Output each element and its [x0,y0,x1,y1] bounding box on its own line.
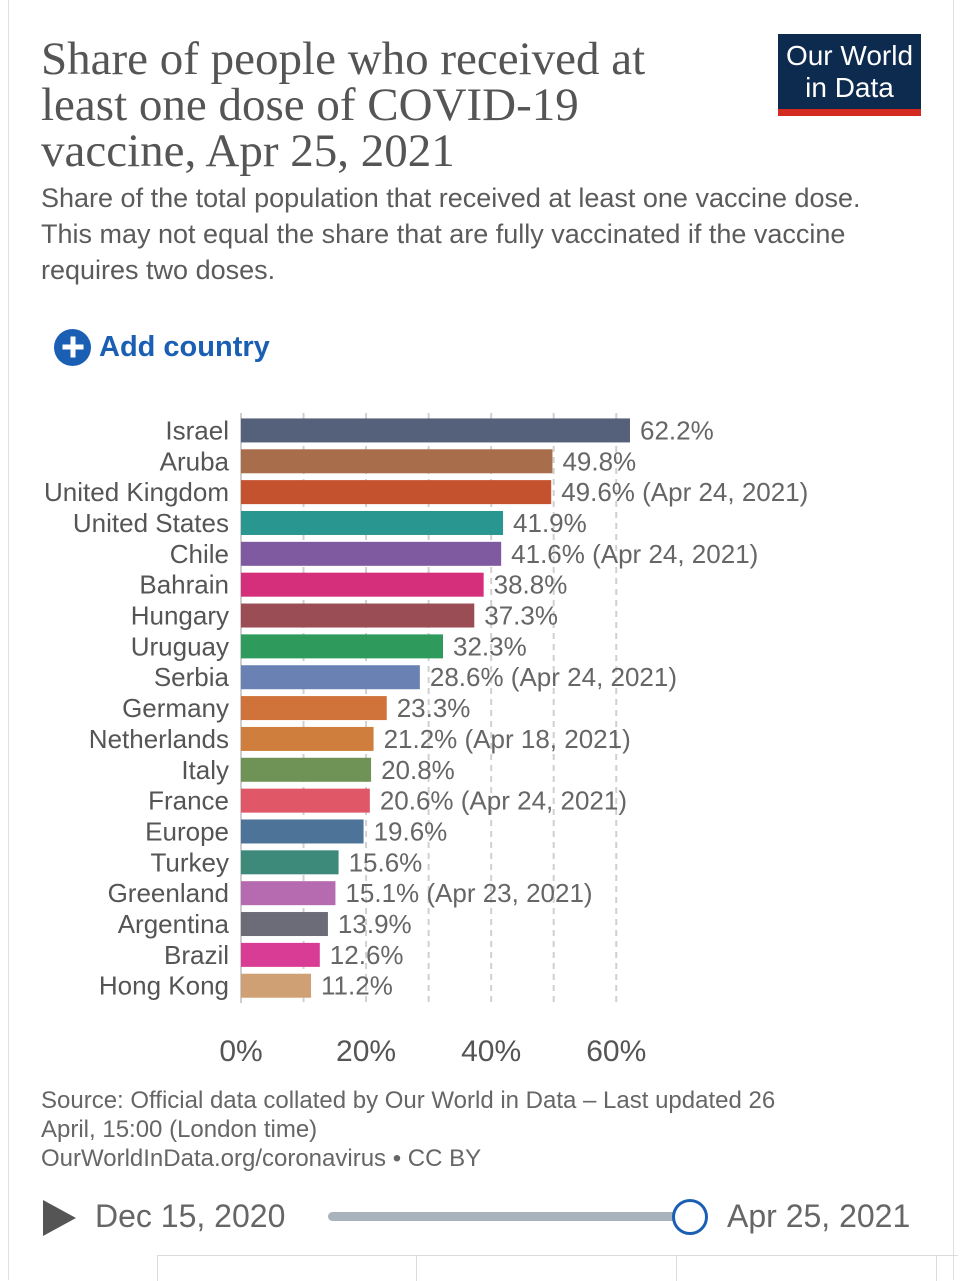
bar[interactable] [241,510,504,535]
value-label: 21.2% (Apr 18, 2021) [384,724,631,754]
timeline-handle[interactable] [672,1199,708,1235]
value-label: 20.6% (Apr 24, 2021) [380,786,627,816]
category-label: Greenland [108,878,229,908]
value-label: 20.8% [381,755,455,785]
bar[interactable] [241,541,502,566]
bar[interactable] [241,973,312,998]
category-label: France [148,786,229,816]
value-label: 41.9% [513,508,587,538]
value-label: 11.2% [321,971,393,1001]
bars: Israel 62.2% Aruba 49.8% United Kingdom 49.6%… [44,415,808,1000]
category-label: Israel [165,415,229,445]
category-label: Brazil [164,940,229,970]
bar-chart: Israel 62.2% Aruba 49.8% United Kingdom 49.6%… [44,413,808,1065]
bar[interactable] [241,850,339,875]
x-tick-label: 20% [336,1035,396,1065]
x-axis: 0% 20% 40% 60% [219,1035,646,1065]
tab-divider [416,1256,417,1281]
bar[interactable] [241,726,374,751]
value-label: 15.1% (Apr 23, 2021) [345,878,592,908]
value-label: 23.3% [397,693,471,723]
bar[interactable] [241,757,372,782]
value-label: 38.8% [494,570,568,600]
add-country-label: Add country [99,330,270,363]
bar[interactable] [241,881,336,906]
x-tick-label: 40% [461,1035,521,1065]
bar[interactable] [241,480,552,505]
owid-logo[interactable]: Our World in Data [778,34,921,116]
value-label: 49.6% (Apr 24, 2021) [561,477,808,507]
timeline-slider: Dec 15, 2020 Apr 25, 2021 [40,1196,930,1242]
timeline-end-date: Apr 25, 2021 [727,1198,911,1234]
value-label: 49.8% [562,446,636,476]
bar[interactable] [241,572,484,597]
play-icon[interactable] [43,1200,76,1236]
timeline-track[interactable] [328,1212,690,1221]
bar[interactable] [241,696,387,721]
category-label: Aruba [160,446,230,476]
bar[interactable] [241,665,420,690]
bar[interactable] [241,912,328,937]
category-label: Argentina [118,909,230,939]
category-label: Netherlands [89,724,229,754]
source-line-1: Source: Official data collated by Our Wo… [41,1087,776,1114]
category-label: Italy [181,755,229,785]
source-note: Source: Official data collated by Our Wo… [41,1086,861,1173]
bar[interactable] [241,942,320,967]
category-label: Bahrain [139,570,229,600]
x-tick-label: 60% [586,1035,646,1065]
category-label: Hong Kong [99,971,229,1001]
value-label: 13.9% [338,909,412,939]
category-label: Uruguay [131,631,229,661]
value-label: 28.6% (Apr 24, 2021) [430,662,677,692]
bar[interactable] [241,819,364,844]
category-label: Turkey [151,847,230,877]
chart-frame [8,0,954,1280]
category-label: United Kingdom [44,477,229,507]
add-country-button[interactable]: Add country [54,327,270,367]
logo-line-1: Our World [785,40,914,71]
category-label: Germany [122,693,229,723]
bar[interactable] [241,603,475,628]
bottom-tab-bar [157,1255,958,1281]
value-label: 19.6% [374,816,448,846]
tab-divider [936,1256,937,1281]
category-label: Chile [170,539,229,569]
source-link[interactable]: OurWorldInData.org/coronavirus • CC BY [41,1145,482,1172]
value-label: 62.2% [640,415,714,445]
plus-circle-icon [54,328,91,366]
value-label: 32.3% [453,631,527,661]
bar[interactable] [241,788,370,813]
value-label: 37.3% [484,601,558,631]
value-label: 12.6% [330,940,404,970]
category-label: United States [73,508,229,538]
chart-title: Share of people who received at least on… [41,33,646,177]
tab-divider [676,1256,677,1281]
bar[interactable] [241,634,444,659]
logo-line-2: in Data [805,72,894,103]
bar[interactable] [241,449,553,474]
category-label: Hungary [131,601,229,631]
timeline-start-date: Dec 15, 2020 [95,1198,286,1234]
x-tick-label: 0% [219,1035,262,1065]
bar[interactable] [241,418,630,443]
source-line-2: April, 15:00 (London time) [41,1116,318,1143]
value-label: 15.6% [349,847,423,877]
category-label: Serbia [154,662,230,692]
category-label: Europe [145,816,229,846]
chart-subtitle: Share of the total population that recei… [41,183,861,285]
value-label: 41.6% (Apr 24, 2021) [511,539,758,569]
